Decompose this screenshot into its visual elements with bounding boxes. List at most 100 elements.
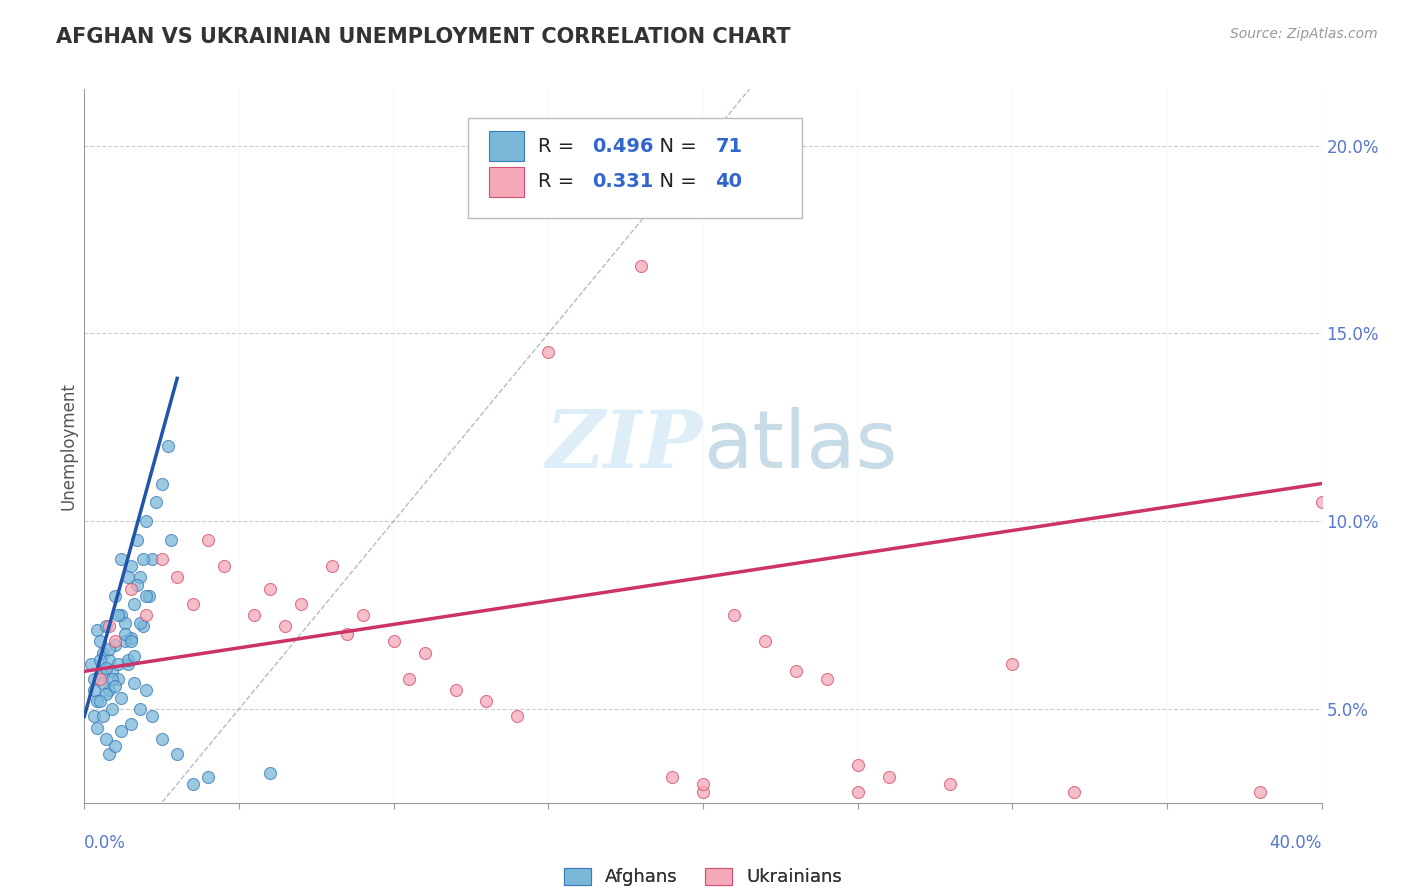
Point bbox=[125, 533, 148, 547]
Point bbox=[138, 589, 160, 603]
Point bbox=[98, 683, 121, 698]
Point bbox=[89, 672, 111, 686]
Point bbox=[723, 607, 745, 622]
Point bbox=[120, 717, 142, 731]
Point bbox=[181, 777, 204, 791]
Point bbox=[413, 646, 436, 660]
Point bbox=[129, 702, 152, 716]
Point bbox=[129, 615, 152, 630]
Point bbox=[135, 589, 157, 603]
Point bbox=[259, 582, 281, 596]
Point bbox=[382, 634, 405, 648]
FancyBboxPatch shape bbox=[489, 167, 523, 197]
Text: atlas: atlas bbox=[703, 407, 897, 485]
Point bbox=[537, 345, 560, 359]
Point bbox=[290, 597, 312, 611]
Point bbox=[1249, 784, 1271, 798]
Point bbox=[274, 619, 297, 633]
Point bbox=[166, 747, 188, 761]
Text: 0.496: 0.496 bbox=[592, 136, 654, 156]
Point bbox=[86, 721, 108, 735]
Point bbox=[846, 784, 869, 798]
Point bbox=[110, 551, 132, 566]
Point bbox=[117, 570, 139, 584]
Point bbox=[91, 675, 114, 690]
Point bbox=[352, 607, 374, 622]
Point bbox=[94, 619, 117, 633]
Legend: Afghans, Ukrainians: Afghans, Ukrainians bbox=[557, 861, 849, 892]
Text: 71: 71 bbox=[716, 136, 742, 156]
Point bbox=[107, 672, 129, 686]
Point bbox=[122, 675, 145, 690]
Point bbox=[89, 653, 111, 667]
Point bbox=[101, 702, 124, 716]
Point bbox=[145, 495, 167, 509]
Point bbox=[101, 672, 124, 686]
Point bbox=[815, 672, 838, 686]
Point bbox=[110, 690, 132, 705]
Point bbox=[83, 709, 105, 723]
Point bbox=[104, 589, 127, 603]
Text: AFGHAN VS UKRAINIAN UNEMPLOYMENT CORRELATION CHART: AFGHAN VS UKRAINIAN UNEMPLOYMENT CORRELA… bbox=[56, 27, 790, 46]
Point bbox=[120, 559, 142, 574]
Point bbox=[91, 668, 114, 682]
Point bbox=[132, 619, 155, 633]
Point bbox=[91, 646, 114, 660]
Point bbox=[129, 570, 152, 584]
Point bbox=[785, 665, 807, 679]
Point bbox=[98, 653, 121, 667]
Point bbox=[89, 634, 111, 648]
Point bbox=[321, 559, 343, 574]
Text: 0.331: 0.331 bbox=[592, 172, 652, 192]
Point bbox=[475, 694, 498, 708]
Point bbox=[243, 607, 266, 622]
Point bbox=[94, 731, 117, 746]
Point bbox=[1001, 657, 1024, 671]
Point bbox=[150, 551, 173, 566]
Point bbox=[120, 631, 142, 645]
Point bbox=[259, 765, 281, 780]
Point bbox=[506, 709, 529, 723]
Point bbox=[692, 784, 714, 798]
Point bbox=[135, 607, 157, 622]
Text: 40: 40 bbox=[716, 172, 742, 192]
Text: N =: N = bbox=[647, 172, 703, 192]
Point bbox=[122, 597, 145, 611]
Point bbox=[98, 641, 121, 656]
Point bbox=[114, 627, 136, 641]
Point bbox=[83, 683, 105, 698]
Point bbox=[94, 660, 117, 674]
Point bbox=[141, 551, 163, 566]
Point bbox=[110, 724, 132, 739]
Point bbox=[444, 683, 467, 698]
Text: R =: R = bbox=[538, 172, 581, 192]
Point bbox=[132, 551, 155, 566]
Point bbox=[398, 672, 420, 686]
Text: 40.0%: 40.0% bbox=[1270, 834, 1322, 852]
Point bbox=[117, 657, 139, 671]
Point bbox=[114, 634, 136, 648]
Point bbox=[104, 739, 127, 754]
Point bbox=[150, 476, 173, 491]
FancyBboxPatch shape bbox=[468, 118, 801, 218]
Text: ZIP: ZIP bbox=[546, 408, 703, 484]
Text: N =: N = bbox=[647, 136, 703, 156]
Point bbox=[166, 570, 188, 584]
Point bbox=[212, 559, 235, 574]
Point bbox=[117, 653, 139, 667]
Point bbox=[754, 634, 776, 648]
Point bbox=[160, 533, 183, 547]
Point bbox=[181, 597, 204, 611]
Point bbox=[104, 634, 127, 648]
Point bbox=[98, 619, 121, 633]
Y-axis label: Unemployment: Unemployment bbox=[59, 382, 77, 510]
Point bbox=[83, 672, 105, 686]
Point bbox=[104, 638, 127, 652]
Point bbox=[135, 683, 157, 698]
Point bbox=[79, 657, 101, 671]
Point bbox=[91, 709, 114, 723]
Point bbox=[101, 665, 124, 679]
Text: Source: ZipAtlas.com: Source: ZipAtlas.com bbox=[1230, 27, 1378, 41]
Point bbox=[156, 439, 179, 453]
Text: R =: R = bbox=[538, 136, 581, 156]
